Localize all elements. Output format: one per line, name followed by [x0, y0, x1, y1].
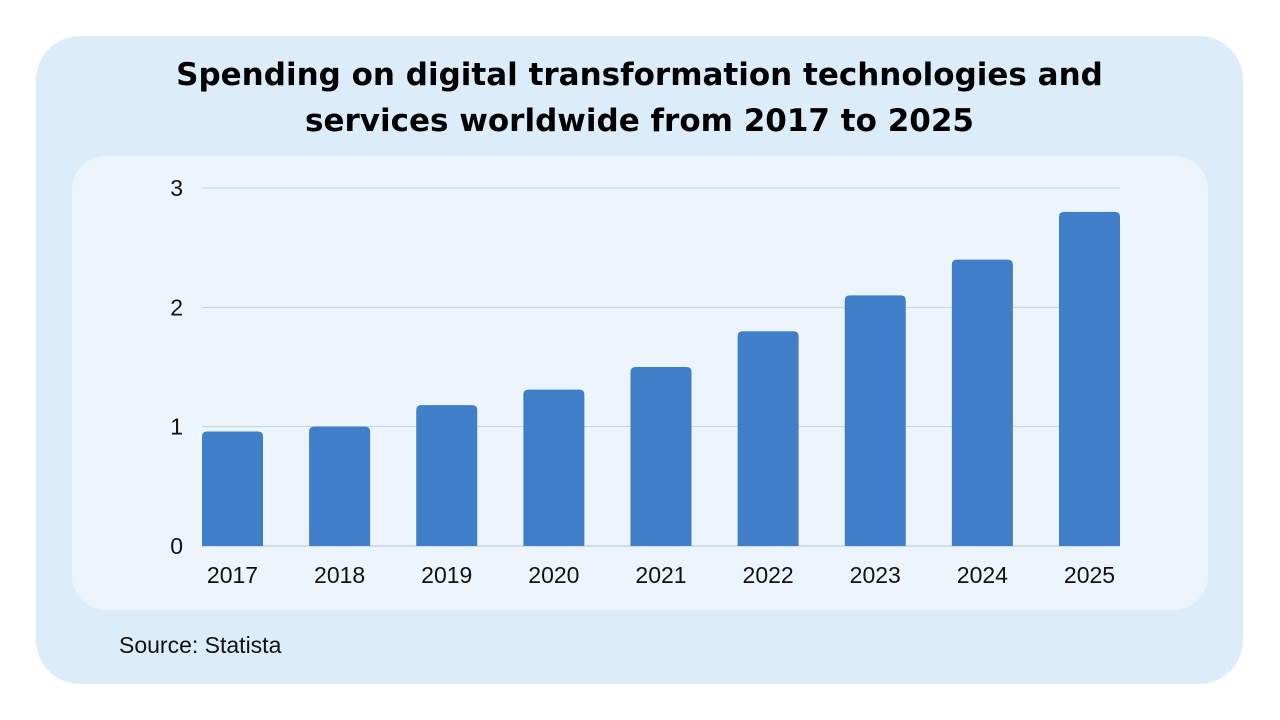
x-tick-label-2024: 2024: [957, 562, 1008, 588]
x-tick-label-2018: 2018: [314, 562, 365, 588]
y-tick-label-3: 3: [170, 175, 183, 201]
x-tick-label-2017: 2017: [207, 562, 258, 588]
source-note: Source: Statista: [119, 632, 282, 658]
bar-2020: [523, 389, 585, 546]
chart-title: Spending on digital transformation techn…: [36, 52, 1243, 144]
y-tick-label-2: 2: [170, 294, 183, 320]
bar-2025: [1059, 211, 1120, 546]
x-tick-label-2025: 2025: [1064, 562, 1115, 588]
x-tick-label-2022: 2022: [743, 562, 794, 588]
x-tick-label-2019: 2019: [421, 562, 472, 588]
bar-2019: [416, 405, 478, 546]
bar-2024: [951, 259, 1013, 546]
y-tick-label-1: 1: [170, 414, 183, 440]
bar-2017: [202, 431, 263, 546]
y-tick-label-0: 0: [170, 533, 183, 559]
bar-2022: [737, 331, 799, 546]
x-tick-label-2023: 2023: [850, 562, 901, 588]
bar-2021: [630, 367, 692, 546]
bar-2023: [844, 295, 906, 546]
bar-2018: [309, 426, 371, 546]
x-tick-label-2021: 2021: [635, 562, 686, 588]
x-tick-label-2020: 2020: [528, 562, 579, 588]
chart-title-line-1: Spending on digital transformation techn…: [176, 57, 1103, 93]
chart-title-line-2: services worldwide from 2017 to 2025: [305, 103, 974, 139]
